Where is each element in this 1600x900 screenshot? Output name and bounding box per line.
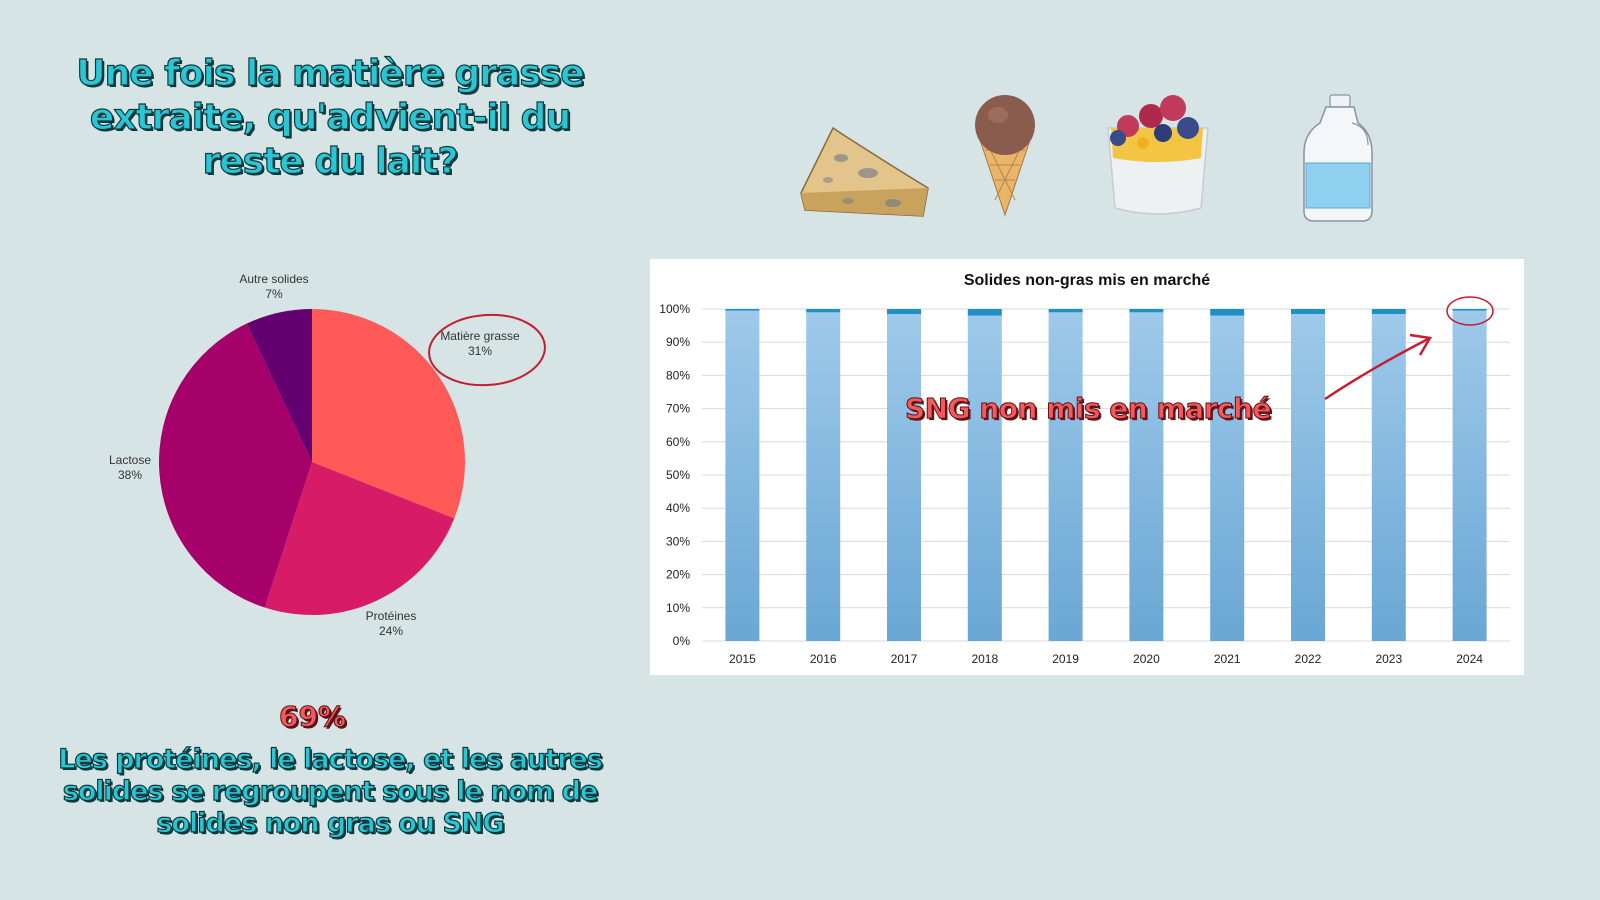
bar-not-marketed-2017: [887, 309, 921, 314]
bar-marketed-2021: [1210, 315, 1245, 641]
y-tick-label: 50%: [666, 468, 690, 482]
highlight-percent: 69%: [278, 700, 347, 734]
pie-label-lactose: Lactose: [109, 453, 151, 467]
y-tick-label: 70%: [666, 402, 690, 416]
highlight-circle-2024: [1446, 296, 1494, 326]
x-tick-label-2017: 2017: [891, 652, 918, 666]
bar-marketed-2020: [1129, 312, 1164, 641]
bar-not-marketed-2020: [1129, 309, 1164, 313]
x-tick-label-2016: 2016: [810, 652, 837, 666]
x-tick-label-2019: 2019: [1052, 652, 1079, 666]
bar-chart-panel: Solides non-gras mis en marché 0% 10% 20% 3…: [650, 259, 1524, 675]
x-tick-label-2022: 2022: [1295, 652, 1322, 666]
arrow-icon: [1324, 337, 1429, 401]
pie-slice-lactose: [158, 323, 312, 608]
pie-value-lactose: 38%: [118, 468, 142, 482]
fruit-yogurt-cup-icon: [1107, 95, 1209, 215]
y-tick-label: 90%: [666, 335, 690, 349]
bar-not-marketed-2024: [1452, 309, 1487, 311]
pie-label-proteines: Protéines: [366, 609, 417, 623]
x-tick-label-2020: 2020: [1133, 652, 1160, 666]
pie-value-matiere-grasse: 31%: [468, 344, 492, 358]
x-tick-label-2024: 2024: [1456, 652, 1483, 666]
bar-marketed-2019: [1048, 312, 1083, 641]
highlight-circle: [428, 313, 546, 387]
cheese-wedge-icon: [800, 126, 929, 217]
bar-marketed-2016: [806, 312, 841, 641]
bar-marketed-2022: [1291, 313, 1325, 641]
y-tick-label: 10%: [666, 601, 690, 615]
bar-not-marketed-2022: [1291, 309, 1325, 314]
y-tick-label: 80%: [666, 368, 690, 382]
bar-marketed-2023: [1371, 313, 1406, 641]
pie-label-autre-solides: Autre solides: [239, 272, 308, 286]
y-tick-label: 40%: [666, 501, 690, 515]
bar-marketed-2015: [725, 310, 760, 641]
y-tick-label: 20%: [666, 568, 690, 582]
sng-explanation: Les protéines, le lactose, et les autres…: [58, 743, 604, 839]
sng-not-marketed-label: SNG non mis en marché: [905, 392, 1272, 426]
bar-chart: Solides non-gras mis en marché 0% 10% 20% 3…: [659, 272, 1510, 666]
bar-marketed-2018: [967, 315, 1002, 641]
pie-label-matiere-grasse: Matière grasse: [440, 329, 520, 343]
page-title: Une fois la matière grasse extraite, qu'…: [76, 52, 585, 182]
x-tick-label-2018: 2018: [971, 652, 998, 666]
x-tick-label-2023: 2023: [1375, 652, 1402, 666]
arrow-head-icon: [1409, 333, 1433, 356]
pie-value-proteines: 24%: [379, 624, 403, 638]
pie-slice-matiere-grasse: [312, 309, 465, 519]
bar-marketed-2017: [887, 313, 921, 641]
ice-cream-cone-icon: [975, 95, 1035, 217]
pie-slice-proteines: [264, 462, 455, 615]
bar-not-marketed-2016: [806, 309, 841, 313]
chart-title: Solides non-gras mis en marché: [964, 272, 1210, 289]
bar-not-marketed-2019: [1048, 309, 1083, 313]
bar-not-marketed-2015: [725, 309, 760, 311]
pie-value-autre-solides: 7%: [265, 287, 283, 301]
x-tick-label-2015: 2015: [729, 652, 756, 666]
x-tick-label-2021: 2021: [1214, 652, 1241, 666]
bar-not-marketed-2021: [1210, 309, 1245, 316]
bar-not-marketed-2023: [1371, 309, 1406, 314]
y-tick-label: 100%: [659, 302, 690, 316]
milk-jug-icon: [1303, 94, 1373, 222]
y-tick-label: 60%: [666, 435, 690, 449]
y-tick-label: 0%: [673, 634, 691, 648]
pie-slice-autre-solides: [246, 309, 312, 462]
bar-not-marketed-2018: [967, 309, 1002, 316]
y-tick-label: 30%: [666, 534, 690, 548]
bar-marketed-2024: [1452, 310, 1487, 641]
